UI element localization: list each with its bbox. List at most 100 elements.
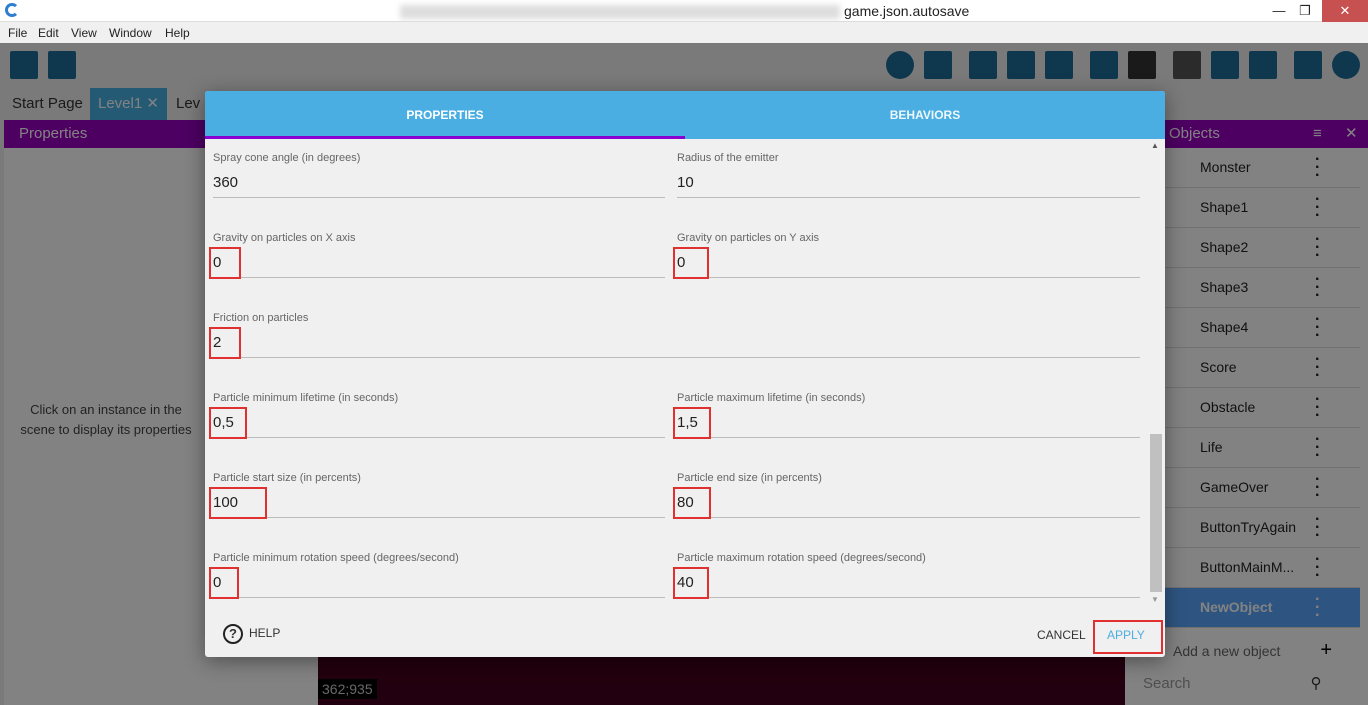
redo-icon[interactable]	[1128, 51, 1156, 79]
object-list-item[interactable]: Shape1 · · ·	[1125, 188, 1360, 228]
tab-behaviors[interactable]: BEHAVIORS	[889, 108, 961, 122]
field-label: Spray cone angle (in degrees)	[213, 152, 361, 164]
menu-edit[interactable]: Edit	[38, 26, 59, 40]
field-value-input[interactable]: 0	[213, 574, 222, 591]
search-icon[interactable]: ⚲	[1310, 675, 1322, 692]
field-value-input[interactable]: 40	[677, 574, 694, 591]
delete-instance-icon[interactable]	[1173, 51, 1201, 79]
object-list-item[interactable]: Life · · ·	[1125, 428, 1360, 468]
preview-play-icon[interactable]	[886, 51, 914, 79]
object-name: Shape1	[1200, 199, 1249, 215]
undo-icon[interactable]	[1090, 51, 1118, 79]
more-options-icon[interactable]: · · ·	[1315, 551, 1321, 584]
field-label: Gravity on particles on X axis	[213, 232, 356, 244]
window-title: game.json.autosave	[400, 3, 969, 20]
more-options-icon[interactable]: · · ·	[1315, 151, 1321, 184]
more-options-icon[interactable]: · · ·	[1315, 231, 1321, 264]
properties-hint: Click on an instance in the scene to dis…	[20, 402, 192, 437]
object-list-item[interactable]: Monster · · ·	[1125, 148, 1360, 188]
field-label: Particle maximum lifetime (in seconds)	[677, 392, 866, 404]
menu-help[interactable]: Help	[165, 26, 190, 40]
more-options-icon[interactable]: · · ·	[1315, 591, 1321, 624]
more-options-icon[interactable]: · · ·	[1315, 511, 1321, 544]
property-field[interactable]: Radius of the emitter 10	[669, 141, 1140, 221]
property-field[interactable]: Particle start size (in percents) 100	[205, 461, 665, 541]
object-list-item[interactable]: Score · · ·	[1125, 348, 1360, 388]
minimize-button[interactable]: —	[1272, 3, 1286, 18]
close-panel-icon[interactable]: ✕	[1345, 125, 1358, 142]
scene-window-icon[interactable]	[48, 51, 76, 79]
restore-button[interactable]: ❐	[1299, 3, 1311, 18]
tab-level1[interactable]: Level1 ✕	[90, 88, 167, 120]
property-field[interactable]: Friction on particles 2	[205, 301, 1140, 381]
more-options-icon[interactable]: · · ·	[1315, 191, 1321, 224]
more-options-icon[interactable]: · · ·	[1315, 431, 1321, 464]
object-list-item[interactable]: GameOver · · ·	[1125, 468, 1360, 508]
project-manager-icon[interactable]	[10, 51, 38, 79]
apply-button[interactable]: APPLY	[1107, 628, 1145, 642]
debug-icon[interactable]	[924, 51, 952, 79]
field-value-input[interactable]: 2	[213, 334, 222, 351]
scroll-down-icon[interactable]: ▼	[1151, 595, 1159, 604]
close-window-button[interactable]: ✕	[1322, 0, 1368, 22]
field-value-input[interactable]: 360	[213, 174, 239, 191]
plus-icon[interactable]: +	[1320, 639, 1333, 661]
scrollbar-thumb[interactable]	[1150, 434, 1162, 592]
menu-view[interactable]: View	[71, 26, 97, 40]
object-search-input[interactable]: Search ⚲	[1143, 675, 1322, 692]
menu-window[interactable]: Window	[109, 26, 152, 40]
instances-list-icon[interactable]	[1211, 51, 1239, 79]
field-value-input[interactable]: 0	[213, 254, 222, 271]
property-field[interactable]: Particle minimum rotation speed (degrees…	[205, 541, 665, 621]
field-underline	[213, 597, 665, 598]
property-field[interactable]: Particle end size (in percents) 80	[669, 461, 1140, 541]
more-options-icon[interactable]: · · ·	[1315, 351, 1321, 384]
cancel-button[interactable]: CANCEL	[1037, 628, 1086, 642]
add-object-button[interactable]: Add a new object +	[1173, 639, 1333, 661]
object-icon[interactable]	[969, 51, 997, 79]
filter-icon[interactable]: ≡	[1313, 125, 1322, 142]
object-name: Monster	[1200, 159, 1251, 175]
property-field[interactable]: Particle maximum lifetime (in seconds) 1,…	[669, 381, 1140, 461]
field-label: Particle end size (in percents)	[677, 472, 822, 484]
help-button[interactable]: ? HELP	[223, 624, 280, 644]
tab-level[interactable]: Lev	[176, 95, 201, 112]
highlight-box	[673, 487, 711, 519]
field-value-input[interactable]: 0	[677, 254, 686, 271]
more-options-icon[interactable]: · · ·	[1315, 271, 1321, 304]
layers-icon[interactable]	[1249, 51, 1277, 79]
field-value-input[interactable]: 10	[677, 174, 694, 191]
tab-start-page[interactable]: Start Page	[12, 95, 83, 112]
dialog-scrollbar[interactable]: ▲ ▼	[1150, 139, 1164, 607]
field-label: Gravity on particles on Y axis	[677, 232, 820, 244]
object-list-item[interactable]: Shape2 · · ·	[1125, 228, 1360, 268]
object-list-item[interactable]: ButtonMainM... · · ·	[1125, 548, 1360, 588]
field-value-input[interactable]: 100	[213, 494, 239, 511]
highlight-box	[1093, 620, 1163, 654]
property-field[interactable]: Particle minimum lifetime (in seconds) 0,…	[205, 381, 665, 461]
grid-icon[interactable]	[1294, 51, 1322, 79]
edit-properties-icon[interactable]	[1045, 51, 1073, 79]
object-list-item[interactable]: Shape3 · · ·	[1125, 268, 1360, 308]
field-value-input[interactable]: 80	[677, 494, 694, 511]
object-list-item[interactable]: ButtonTryAgain · · ·	[1125, 508, 1360, 548]
object-groups-icon[interactable]	[1007, 51, 1035, 79]
object-name: ButtonTryAgain	[1200, 519, 1296, 535]
object-list-item[interactable]: Obstacle · · ·	[1125, 388, 1360, 428]
zoom-reset-icon[interactable]	[1332, 51, 1360, 79]
menu-file[interactable]: File	[8, 26, 28, 40]
field-label: Particle start size (in percents)	[213, 472, 361, 484]
object-list-item[interactable]: Shape4 · · ·	[1125, 308, 1360, 348]
field-value-input[interactable]: 0,5	[213, 414, 234, 431]
field-value-input[interactable]: 1,5	[677, 414, 698, 431]
scroll-up-icon[interactable]: ▲	[1151, 141, 1159, 150]
property-field[interactable]: Gravity on particles on X axis 0	[205, 221, 665, 301]
property-field[interactable]: Particle maximum rotation speed (degrees…	[669, 541, 1140, 621]
close-tab-icon[interactable]: ✕	[146, 95, 159, 112]
property-field[interactable]: Spray cone angle (in degrees) 360	[205, 141, 665, 221]
property-field[interactable]: Gravity on particles on Y axis 0	[669, 221, 1140, 301]
tab-properties[interactable]: PROPERTIES	[406, 108, 484, 122]
more-options-icon[interactable]: · · ·	[1315, 391, 1321, 424]
more-options-icon[interactable]: · · ·	[1315, 471, 1321, 504]
more-options-icon[interactable]: · · ·	[1315, 311, 1321, 344]
